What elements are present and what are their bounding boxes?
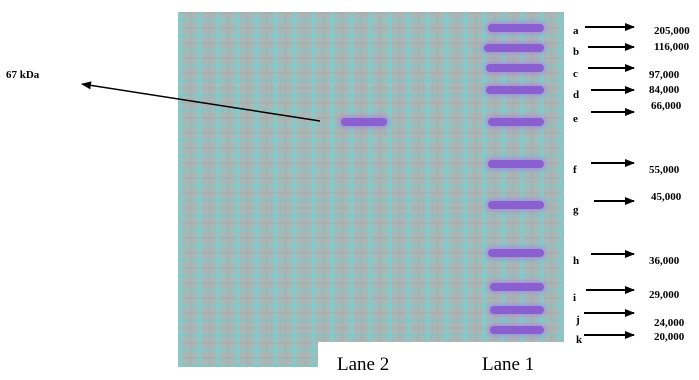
ladder-band-a [488, 24, 544, 32]
mw-label-a: 205,000 [654, 25, 690, 37]
mw-label-d: 84,000 [649, 84, 680, 96]
sample-band [341, 118, 387, 126]
mw-label-f: 55,000 [649, 164, 680, 176]
mw-label-g: 45,000 [651, 191, 682, 203]
mw-label-c: 97,000 [649, 69, 680, 81]
lane-2-label: Lane 2 [337, 354, 390, 375]
band-letter-e: e [573, 113, 578, 125]
lane-1-label: Lane 1 [482, 354, 535, 375]
band-letter-c: c [573, 68, 578, 80]
band-letter-j: j [576, 314, 580, 326]
ladder-band-e [488, 118, 544, 126]
ladder-band-k [490, 326, 544, 334]
band-letter-d: d [573, 89, 580, 101]
mw-label-j: 24,000 [654, 317, 685, 329]
ladder-band-h [488, 249, 544, 257]
band-letter-g: g [573, 204, 579, 216]
mw-label-k: 20,000 [654, 331, 685, 343]
mw-label-b: 116,000 [654, 41, 690, 53]
ladder-band-j [490, 306, 544, 314]
kda-label: 67 kDa [6, 69, 40, 81]
ladder-band-d [486, 86, 544, 94]
band-letter-b: b [573, 46, 580, 58]
band-letter-k: k [576, 334, 583, 346]
ladder-band-i [490, 283, 544, 291]
band-letter-h: h [573, 255, 580, 267]
kda-arrow [81, 81, 321, 122]
ladder-band-f [488, 160, 544, 168]
gel-notch [318, 342, 564, 380]
band-letter-i: i [573, 292, 577, 304]
mw-label-e: 66,000 [651, 100, 682, 112]
ladder-band-b [484, 44, 544, 52]
ladder-band-c [486, 64, 544, 72]
band-letter-a: a [573, 25, 579, 37]
mw-label-h: 36,000 [649, 255, 680, 267]
band-letter-f: f [573, 164, 577, 176]
ladder-band-g [488, 201, 544, 209]
mw-label-i: 29,000 [649, 289, 680, 301]
